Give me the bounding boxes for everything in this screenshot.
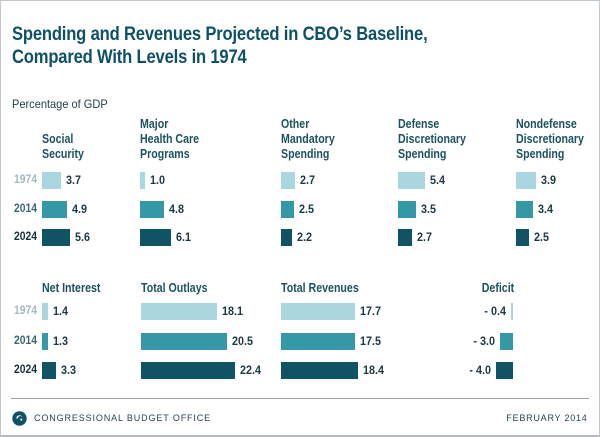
bar-value-1974-social-security: 3.7 [65, 173, 81, 187]
bar-2024-major-health-care-programs [140, 229, 171, 246]
group-header-other-mandatory-spending: Other Mandatory Spending [281, 117, 335, 161]
year-label-2014: 2014 [13, 203, 37, 215]
year-label-2014: 2014 [13, 335, 37, 347]
bar-value-2014-total-revenues: 17.5 [359, 334, 381, 348]
bar-1974-defense-discretionary-spending [398, 172, 426, 189]
bar-value-1974-total-revenues: 17.7 [360, 304, 382, 318]
bar-2024-total-revenues [281, 362, 359, 379]
bar-1974-net-interest [42, 303, 48, 320]
bar-2014-deficit [500, 333, 513, 350]
bar-2024-other-mandatory-spending [281, 229, 293, 246]
year-label-1974: 1974 [13, 305, 37, 317]
group-header-nondefense-discretionary-spending: Nondefense Discretionary Spending [516, 117, 584, 161]
bar-2024-nondefense-discretionary-spending [516, 229, 529, 246]
bar-value-1974-net-interest: 1.4 [52, 304, 68, 318]
bar-2014-defense-discretionary-spending [398, 201, 416, 218]
bar-2024-net-interest [42, 362, 56, 379]
year-label-2024: 2024 [13, 231, 37, 243]
bar-value-2014-deficit: - 3.0 [473, 334, 496, 348]
bar-2024-deficit [496, 362, 513, 379]
bar-2014-nondefense-discretionary-spending [516, 201, 534, 218]
bar-value-2014-nondefense-discretionary-spending: 3.4 [538, 202, 554, 216]
group-header-net-interest: Net Interest [42, 281, 101, 295]
cbo-seal-icon [12, 410, 27, 426]
bar-value-2014-defense-discretionary-spending: 3.5 [420, 202, 436, 216]
axis-unit-label: Percentage of GDP [12, 97, 108, 111]
year-label-1974: 1974 [13, 174, 37, 186]
group-header-deficit: Deficit [481, 281, 514, 295]
bar-1974-social-security [42, 172, 61, 189]
group-header-defense-discretionary-spending: Defense Discretionary Spending [398, 117, 466, 161]
bar-value-1974-total-outlays: 18.1 [222, 304, 244, 318]
bar-1974-nondefense-discretionary-spending [516, 172, 536, 189]
bar-2014-net-interest [42, 333, 48, 350]
bar-value-1974-nondefense-discretionary-spending: 3.9 [540, 173, 556, 187]
bar-2014-social-security [42, 201, 67, 218]
bar-value-2024-major-health-care-programs: 6.1 [175, 230, 191, 244]
footer-org-label: CONGRESSIONAL BUDGET OFFICE [34, 412, 212, 424]
footer-divider [11, 398, 589, 399]
bar-value-1974-deficit: - 0.4 [484, 304, 506, 318]
bar-2014-total-revenues [281, 333, 355, 350]
bar-2024-defense-discretionary-spending [398, 229, 412, 246]
bar-1974-other-mandatory-spending [281, 172, 295, 189]
bar-value-1974-defense-discretionary-spending: 5.4 [430, 173, 446, 187]
bar-2014-major-health-care-programs [140, 201, 165, 218]
bar-value-2024-deficit: - 4.0 [469, 363, 492, 377]
bar-value-2014-net-interest: 1.3 [52, 334, 68, 348]
bar-value-2024-net-interest: 3.3 [60, 363, 76, 377]
bar-value-2014-major-health-care-programs: 4.8 [169, 202, 185, 216]
chart-title-line-2: Compared With Levels in 1974 [12, 46, 247, 68]
bar-1974-total-outlays [141, 303, 217, 320]
bar-1974-total-revenues [281, 303, 356, 320]
bar-value-1974-other-mandatory-spending: 2.7 [299, 173, 315, 187]
group-header-social-security: Social Security [42, 132, 84, 161]
bar-2024-total-outlays [141, 362, 236, 379]
bar-value-2024-total-outlays: 22.4 [240, 363, 262, 377]
bar-1974-major-health-care-programs [140, 172, 146, 189]
footer-date-label: FEBRUARY 2014 [506, 412, 588, 424]
bar-value-2014-other-mandatory-spending: 2.5 [298, 202, 314, 216]
bar-2014-other-mandatory-spending [281, 201, 294, 218]
bar-2024-social-security [42, 229, 71, 246]
bar-value-2024-total-revenues: 18.4 [363, 363, 385, 377]
bar-value-2024-social-security: 5.6 [75, 230, 91, 244]
bar-1974-deficit [511, 303, 513, 320]
chart-title: Spending and Revenues Projected in CBO’s… [12, 23, 428, 69]
group-header-major-health-care-programs: Major Health Care Programs [140, 117, 200, 161]
footer: CONGRESSIONAL BUDGET OFFICE FEBRUARY 201… [12, 407, 588, 429]
bar-value-2014-total-outlays: 20.5 [232, 334, 254, 348]
bar-value-1974-major-health-care-programs: 1.0 [150, 173, 166, 187]
chart-title-line-1: Spending and Revenues Projected in CBO’s… [12, 23, 428, 45]
year-label-2024: 2024 [13, 364, 37, 376]
bar-value-2024-nondefense-discretionary-spending: 2.5 [533, 230, 549, 244]
group-header-total-revenues: Total Revenues [281, 281, 359, 295]
group-header-total-outlays: Total Outlays [141, 281, 208, 295]
bar-value-2024-defense-discretionary-spending: 2.7 [416, 230, 432, 244]
bar-2014-total-outlays [141, 333, 228, 350]
bar-value-2024-other-mandatory-spending: 2.2 [297, 230, 313, 244]
bar-value-2014-social-security: 4.9 [71, 202, 87, 216]
